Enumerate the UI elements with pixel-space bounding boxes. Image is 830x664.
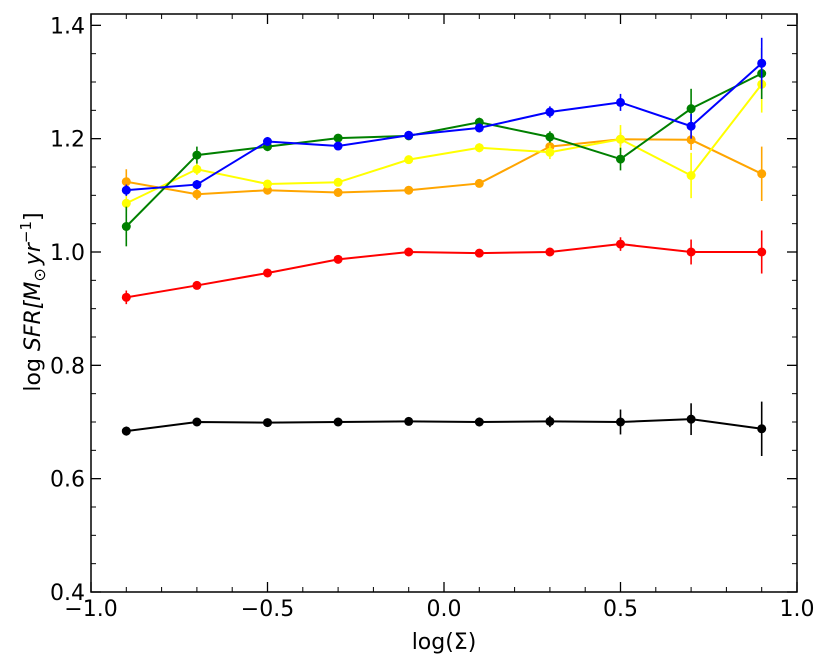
data-point (263, 137, 272, 146)
series-4 (121, 48, 767, 247)
data-point (404, 416, 414, 426)
series-layer (121, 37, 767, 456)
x-tick-label: 0.5 (603, 597, 638, 622)
data-point (616, 239, 625, 249)
data-point (404, 130, 414, 140)
y-tick-label: 0.4 (50, 581, 85, 606)
data-point (404, 155, 414, 165)
data-point (192, 189, 202, 199)
data-point (192, 417, 202, 427)
data-point (616, 417, 625, 427)
data-point (616, 154, 625, 164)
y-axis-label-sup: −1 (17, 221, 35, 243)
data-point (121, 177, 131, 187)
data-point (474, 248, 484, 258)
data-point (333, 141, 343, 151)
data-point (545, 247, 555, 257)
series-line (126, 418, 762, 433)
data-point (404, 185, 414, 195)
data-point (757, 58, 767, 68)
series-5 (121, 37, 767, 196)
data-point (686, 104, 696, 114)
series-line (125, 72, 763, 228)
y-axis-label-sub: ⊙ (30, 268, 49, 281)
x-tick-label: 1.0 (780, 597, 815, 622)
y-tick-label: 1.4 (50, 14, 85, 39)
data-point (545, 107, 555, 117)
data-point (333, 254, 343, 264)
data-point (192, 280, 202, 290)
data-point (686, 247, 696, 257)
data-point (121, 222, 131, 231)
data-point (121, 185, 131, 195)
axis-ticks: −1.0 −0.5 0.0 0.5 1.0 0.4 0.6 0.8 1.0 1.2 1.4 (50, 14, 815, 622)
data-point (192, 164, 202, 174)
data-point (333, 177, 343, 187)
data-point (474, 123, 484, 133)
data-point (757, 169, 767, 179)
y-axis-label-mid: yr (21, 241, 46, 266)
y-axis-label-main: SFR[M (21, 282, 46, 351)
x-axis-label: log(Σ) (412, 630, 477, 655)
data-point (686, 414, 696, 424)
series-line (126, 243, 762, 299)
y-axis-label-end: ] (21, 212, 46, 221)
data-point (545, 132, 555, 142)
data-point (686, 135, 696, 145)
series-0 (121, 401, 767, 456)
data-point (333, 188, 343, 197)
data-point (404, 247, 414, 257)
data-point (474, 178, 484, 188)
data-point (121, 426, 131, 436)
x-tick-label: 0.0 (427, 597, 462, 622)
data-point (686, 121, 696, 131)
data-point (192, 180, 202, 190)
y-tick-label: 1.2 (50, 128, 85, 153)
x-tick-label: −0.5 (241, 597, 294, 622)
y-tick-label: 0.6 (50, 468, 85, 493)
data-point (333, 417, 343, 427)
series-1 (121, 230, 767, 305)
data-point (757, 247, 767, 257)
data-point (263, 268, 272, 278)
data-point (121, 292, 131, 302)
data-point (474, 143, 484, 153)
y-axis-label-prefix: log (21, 351, 46, 392)
data-point (616, 97, 625, 107)
data-point (121, 198, 131, 208)
series-line (125, 83, 763, 205)
x-tick-label: −1.0 (64, 597, 117, 622)
data-point (333, 133, 343, 143)
data-point (545, 147, 555, 157)
series-3 (121, 55, 767, 212)
data-point (192, 150, 202, 160)
y-tick-label: 1.0 (50, 241, 85, 266)
data-point (616, 134, 625, 144)
series-line (126, 62, 763, 192)
data-point (474, 417, 484, 427)
data-point (686, 171, 696, 180)
data-point (263, 418, 272, 428)
data-point (757, 424, 767, 434)
data-point (263, 185, 272, 195)
data-point (263, 179, 272, 189)
data-point (545, 416, 555, 426)
y-axis-label: log SFR[M⊙ yr−1] (17, 212, 49, 391)
y-tick-label: 0.8 (50, 354, 85, 379)
series-line (126, 138, 763, 196)
